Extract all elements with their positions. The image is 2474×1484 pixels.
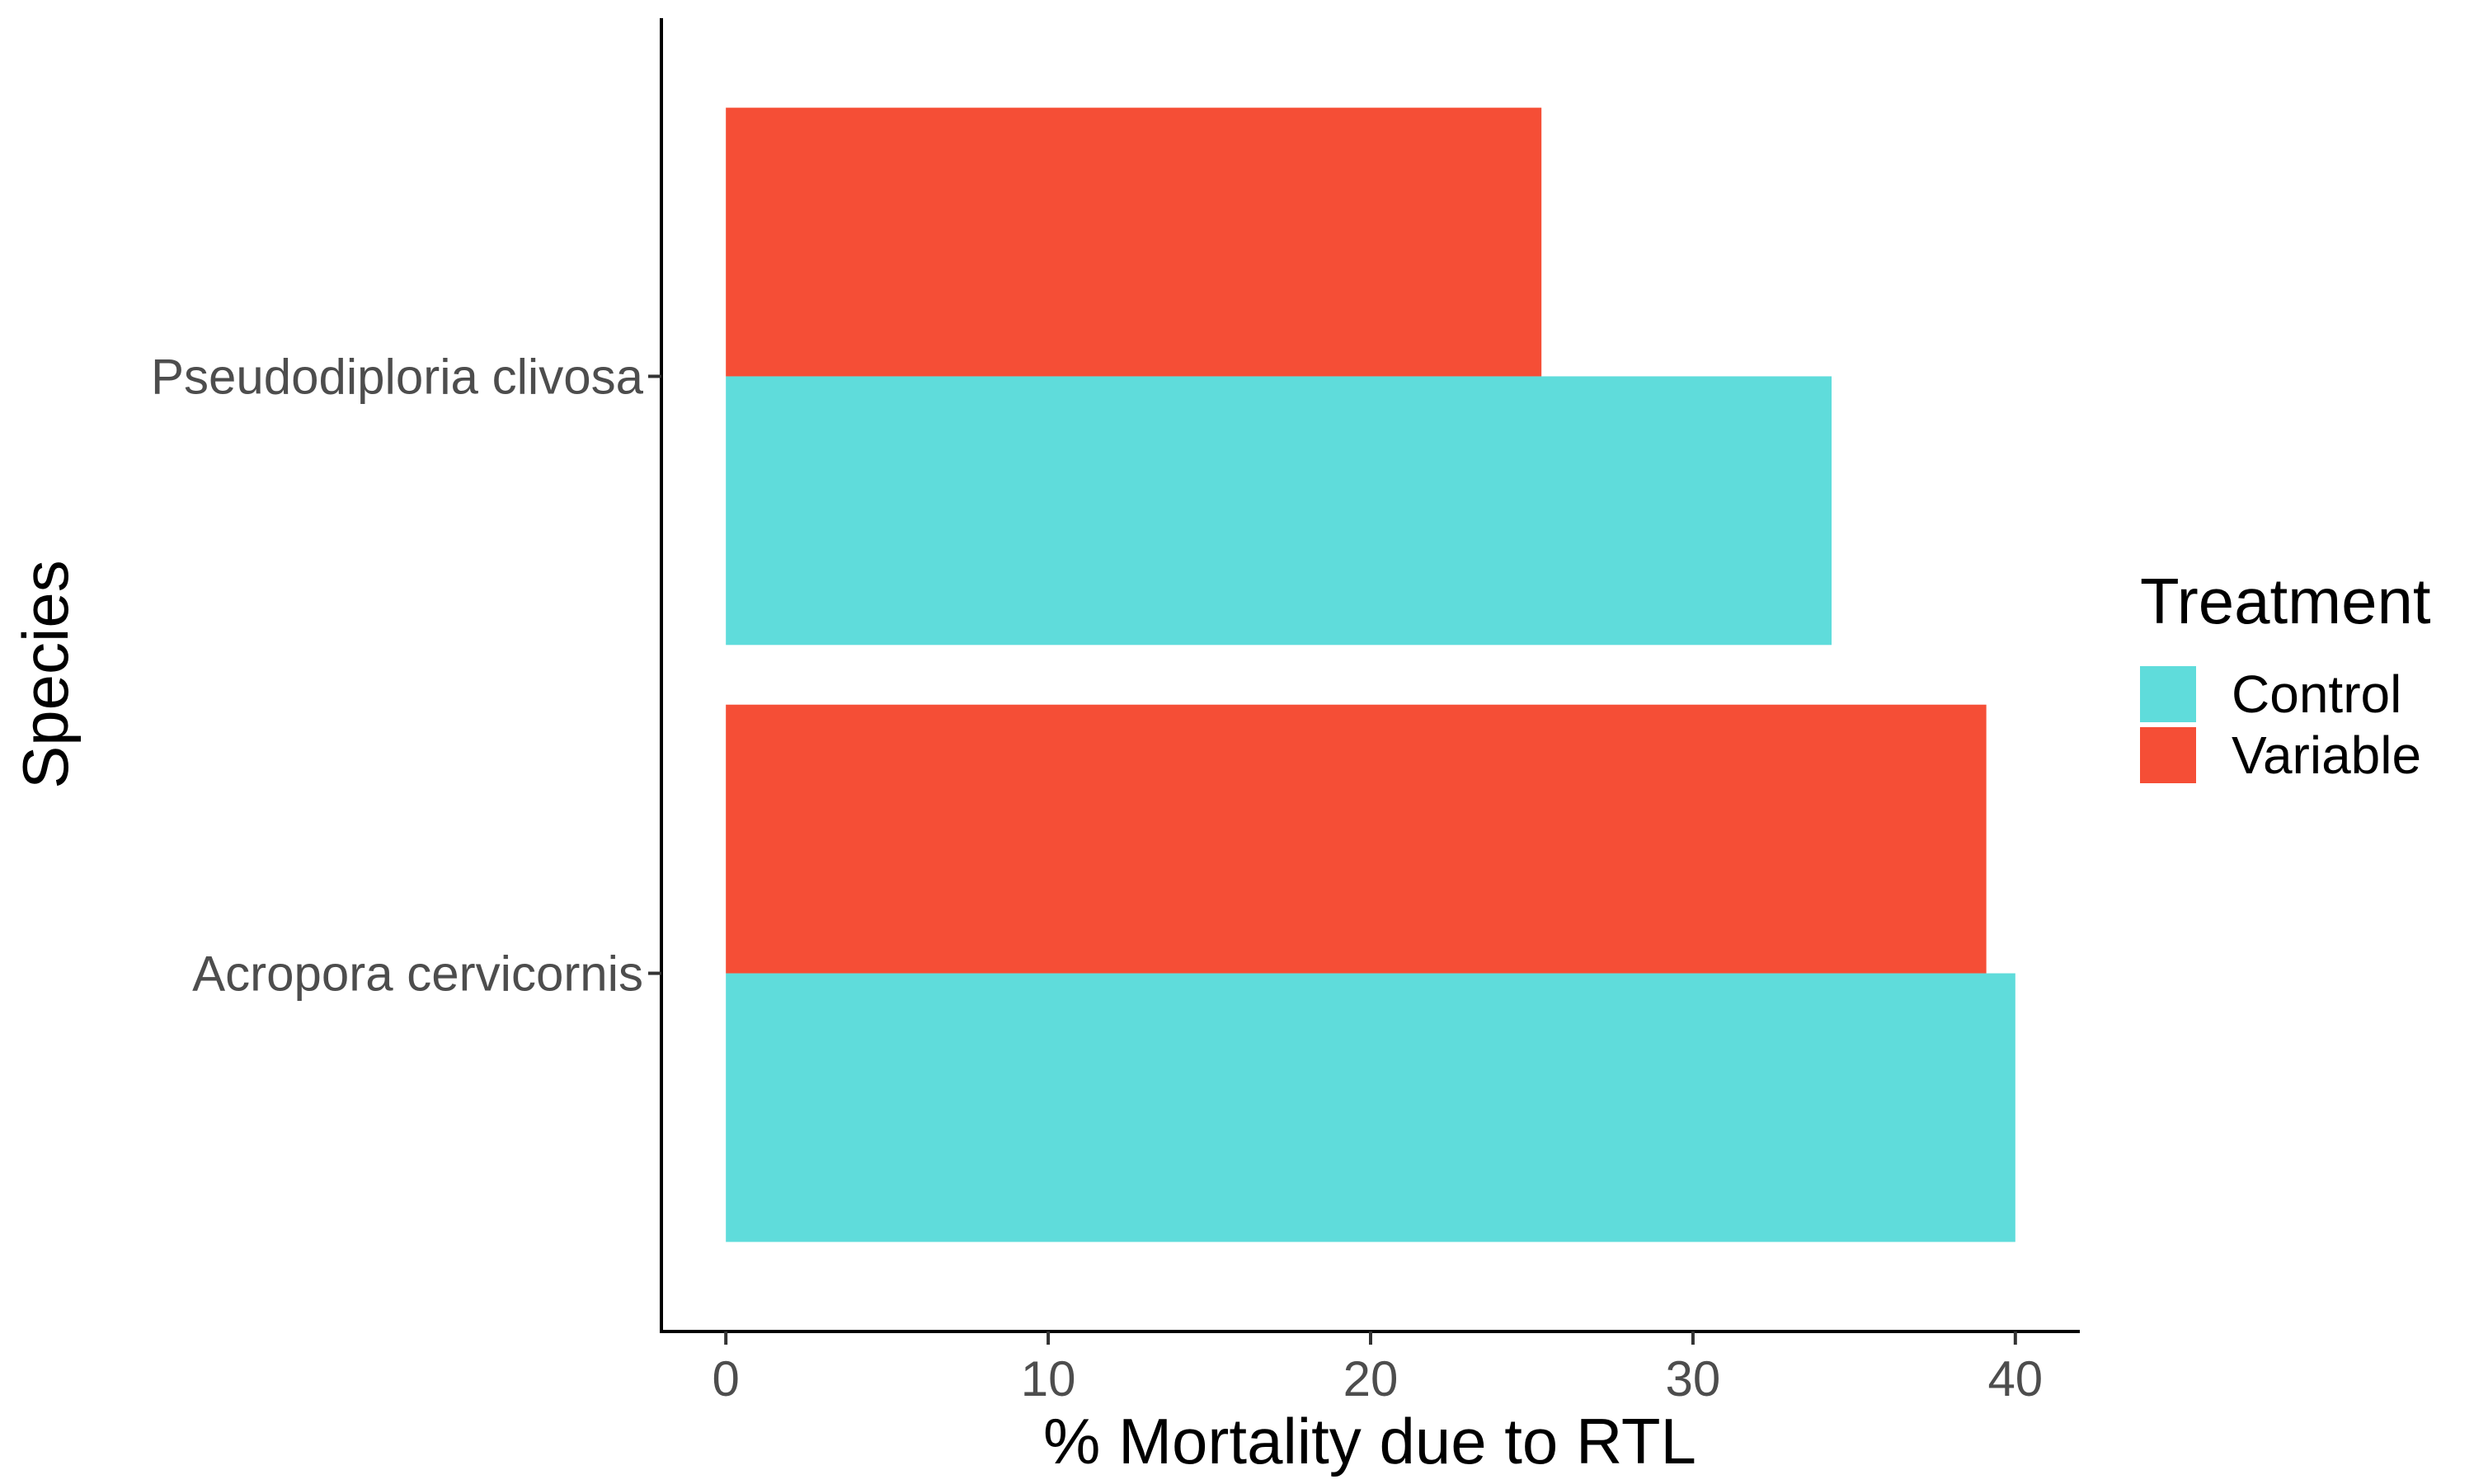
y-tick-label: Pseudodiploria clivosa (151, 349, 644, 404)
legend-key-variable (2140, 727, 2196, 783)
x-tick-label: 10 (1021, 1351, 1076, 1407)
y-axis-ticks: Acropora cervicornis Pseudodiploria clivo… (151, 349, 661, 1002)
x-tick-label: 30 (1666, 1351, 1721, 1407)
y-tick-label: Acropora cervicornis (192, 946, 643, 1002)
y-axis-title: Species (9, 560, 82, 789)
x-tick-label: 0 (712, 1351, 739, 1407)
bar-variable-pseudodiploria-clivosa (726, 107, 1542, 377)
x-tick-label: 20 (1343, 1351, 1399, 1407)
bars-layer (726, 107, 2015, 1242)
x-axis-ticks: 0 10 20 30 40 (712, 1331, 2043, 1407)
legend-label-variable: Variable (2232, 726, 2421, 785)
x-axis-title: % Mortality due to RTL (1043, 1405, 1696, 1477)
bar-control-acropora-cervicornis (726, 973, 2015, 1242)
bar-variable-acropora-cervicornis (726, 704, 1987, 974)
legend-key-control (2140, 666, 2196, 722)
legend-title: Treatment (2140, 565, 2431, 637)
legend-label-control: Control (2232, 665, 2401, 724)
bar-control-pseudodiploria-clivosa (726, 376, 1832, 646)
x-tick-label: 40 (1987, 1351, 2043, 1407)
